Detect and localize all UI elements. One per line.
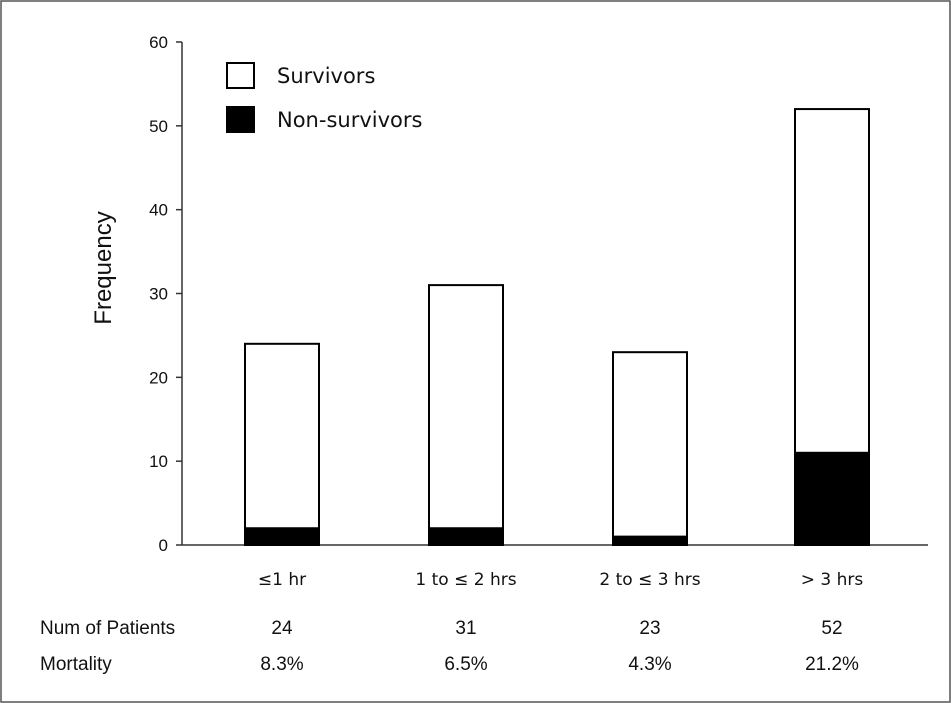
x-tick-labels: ≤1 hr 1 to ≤ 2 hrs 2 to ≤ 3 hrs > 3 hrs xyxy=(258,570,863,590)
table-cell: 4.3% xyxy=(628,654,671,675)
y-tick-label: 30 xyxy=(149,285,168,304)
x-tick-label: 2 to ≤ 3 hrs xyxy=(599,570,700,590)
table-row-label: Num of Patients xyxy=(40,618,175,639)
legend-label: Survivors xyxy=(277,64,375,88)
table-cell: 23 xyxy=(639,618,660,639)
bar-survivors xyxy=(428,284,504,530)
data-table: Num of Patients 24 31 23 52 Mortality 8.3% 6.5%… xyxy=(40,618,859,675)
y-tick-label: 50 xyxy=(149,117,168,136)
bar-survivors xyxy=(612,351,688,538)
table-row-label: Mortality xyxy=(40,654,112,675)
bars xyxy=(244,108,870,547)
bar-survivors xyxy=(244,342,320,530)
legend-swatch-non-survivors xyxy=(226,106,255,133)
legend: Survivors Non-survivors xyxy=(226,62,422,133)
bar-non-survivors xyxy=(794,451,870,546)
legend-label: Non-survivors xyxy=(277,108,422,132)
y-tick-label: 60 xyxy=(149,33,168,52)
table-cell: 21.2% xyxy=(805,654,859,675)
x-tick-label: 1 to ≤ 2 hrs xyxy=(415,570,516,590)
x-tick-label: ≤1 hr xyxy=(258,570,306,590)
bar-survivors xyxy=(794,108,870,454)
table-cell: 31 xyxy=(455,618,476,639)
y-tick-label: 0 xyxy=(159,536,168,555)
bar-non-survivors xyxy=(428,527,504,547)
x-tick-label: > 3 hrs xyxy=(801,570,864,590)
table-cell: 8.3% xyxy=(260,654,303,675)
y-tick-label: 20 xyxy=(149,368,168,387)
y-tick-label: 10 xyxy=(149,452,168,471)
table-cell: 24 xyxy=(271,618,293,639)
bar-non-survivors xyxy=(612,535,688,546)
table-cell: 6.5% xyxy=(444,654,487,675)
y-tick-label: 40 xyxy=(149,201,168,220)
table-cell: 52 xyxy=(821,618,842,639)
y-axis-label: Frequency xyxy=(90,211,117,324)
legend-swatch-survivors xyxy=(226,62,255,89)
bar-non-survivors xyxy=(244,527,320,547)
